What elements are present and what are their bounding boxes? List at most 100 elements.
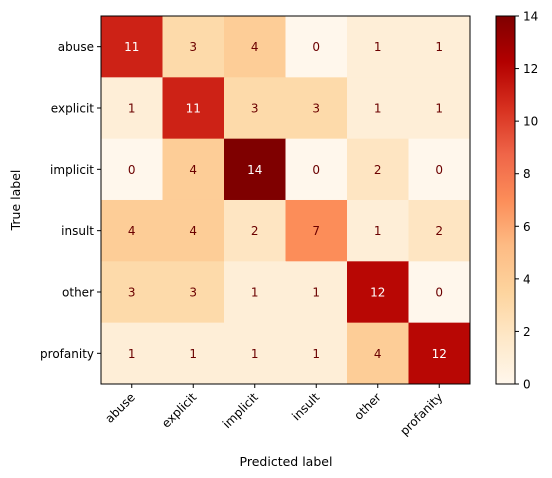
cell-other-profanity	[408, 261, 471, 324]
cell-implicit-explicit	[162, 138, 225, 201]
cell-value-label: 3	[189, 285, 197, 299]
x-axis-label: Predicted label	[240, 454, 333, 469]
cell-profanity-other	[347, 322, 409, 385]
cell-value-label: 1	[128, 347, 136, 361]
x-tick-label: insult	[289, 390, 322, 423]
y-tick-label: abuse	[58, 40, 94, 54]
cell-value-label: 3	[189, 40, 197, 54]
y-axis-label: True label	[8, 170, 23, 232]
cell-value-label: 1	[435, 101, 443, 115]
cell-insult-other	[347, 199, 409, 262]
colorbar-tick-label: 14	[523, 10, 538, 24]
cell-abuse-profanity	[408, 16, 471, 78]
colorbar-tick-label: 12	[523, 62, 538, 76]
cell-explicit-abuse	[101, 77, 163, 140]
cell-value-label: 1	[312, 285, 320, 299]
cell-insult-explicit	[162, 199, 225, 262]
colorbar-tick-label: 10	[523, 115, 538, 129]
cell-value-label: 12	[370, 285, 385, 299]
cell-abuse-implicit	[224, 16, 286, 78]
cell-value-label: 0	[312, 163, 320, 177]
cell-value-label: 3	[251, 101, 259, 115]
cell-insult-implicit	[224, 199, 286, 262]
cell-explicit-insult	[285, 77, 348, 140]
cell-value-label: 14	[247, 163, 262, 177]
cell-value-label: 0	[435, 285, 443, 299]
cell-value-label: 3	[128, 285, 136, 299]
cell-value-label: 7	[312, 224, 320, 238]
cell-implicit-profanity	[408, 138, 471, 201]
cell-value-label: 0	[128, 163, 136, 177]
cell-value-label: 0	[312, 40, 320, 54]
cell-implicit-other	[347, 138, 409, 201]
cell-value-label: 2	[374, 163, 382, 177]
cell-other-explicit	[162, 261, 225, 324]
x-tick-label: other	[351, 390, 384, 423]
cell-value-label: 1	[251, 285, 259, 299]
colorbar-tick-label: 6	[523, 220, 531, 234]
cell-value-label: 4	[251, 40, 259, 54]
colorbar-tick-label: 8	[523, 167, 531, 181]
cell-profanity-profanity	[408, 322, 471, 385]
cell-implicit-abuse	[101, 138, 163, 201]
cell-other-implicit	[224, 261, 286, 324]
x-tick-label: explicit	[159, 390, 200, 431]
cell-profanity-abuse	[101, 322, 163, 385]
cell-value-label: 1	[374, 224, 382, 238]
cell-abuse-insult	[285, 16, 348, 78]
cell-value-label: 1	[189, 347, 197, 361]
cell-value-label: 1	[128, 101, 136, 115]
cell-value-label: 12	[432, 347, 447, 361]
y-tick-label: explicit	[51, 101, 94, 115]
colorbar-tick-label: 0	[523, 378, 531, 392]
cell-value-label: 2	[435, 224, 443, 238]
x-tick-label: abuse	[102, 390, 138, 426]
cell-value-label: 1	[435, 40, 443, 54]
cell-other-abuse	[101, 261, 163, 324]
cell-value-label: 11	[186, 101, 201, 115]
cell-other-insult	[285, 261, 348, 324]
y-tick-label: implicit	[50, 163, 94, 177]
cell-value-label: 1	[374, 101, 382, 115]
y-tick-label: insult	[61, 224, 94, 238]
plot-frame	[100, 15, 471, 385]
y-tick-label: profanity	[40, 347, 94, 361]
cell-profanity-implicit	[224, 322, 286, 385]
cell-explicit-implicit	[224, 77, 286, 140]
y-tick-label: other	[62, 285, 94, 299]
cell-value-labels: 11 3 4 0 1 11 11 3 3 1 10 4 14 0 2 04 4 2 7 1 23 3 1 1 12 01 1 1 1 4 1…	[124, 40, 447, 361]
cell-insult-insult	[285, 199, 348, 262]
cell-implicit-implicit	[224, 138, 286, 201]
cell-abuse-other	[347, 16, 409, 78]
cell-value-label: 0	[435, 163, 443, 177]
cell-value-label: 4	[128, 224, 136, 238]
colorbar	[495, 15, 516, 385]
x-axis: abuse explicit implicit insult other profanit…	[102, 383, 445, 438]
cell-value-label: 3	[312, 101, 320, 115]
cell-value-label: 1	[374, 40, 382, 54]
cell-other-other	[347, 261, 409, 324]
cell-explicit-explicit	[162, 77, 225, 140]
cell-insult-profanity	[408, 199, 471, 262]
cell-value-label: 11	[124, 40, 139, 54]
cell-explicit-other	[347, 77, 409, 140]
cell-implicit-insult	[285, 138, 348, 201]
colorbar-ticks: 0 2 4 6 8 10 12 14	[515, 10, 538, 392]
cell-value-label: 1	[312, 347, 320, 361]
cell-value-label: 4	[189, 163, 197, 177]
colorbar-tick-label: 4	[523, 272, 531, 286]
x-tick-label: profanity	[397, 390, 445, 438]
x-tick-label: implicit	[220, 390, 261, 431]
heatmap-cells	[101, 16, 471, 385]
cell-profanity-insult	[285, 322, 348, 385]
cell-value-label: 1	[251, 347, 259, 361]
cell-value-label: 4	[189, 224, 197, 238]
y-axis: abuse explicit implicit insult other profanit…	[40, 40, 101, 361]
cell-insult-abuse	[101, 199, 163, 262]
cell-explicit-profanity	[408, 77, 471, 140]
cell-value-label: 4	[374, 347, 382, 361]
cell-abuse-abuse	[101, 16, 163, 78]
colorbar-tick-label: 2	[523, 325, 531, 339]
cell-value-label: 2	[251, 224, 259, 238]
